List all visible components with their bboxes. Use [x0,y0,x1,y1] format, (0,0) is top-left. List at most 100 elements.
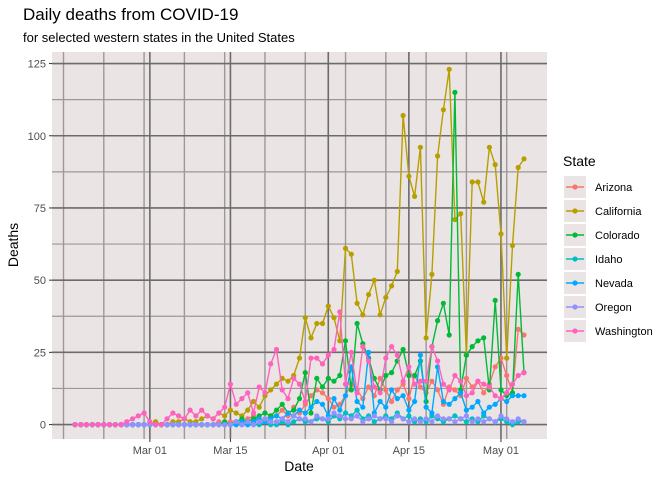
data-point-nevada [475,398,481,405]
data-point-colorado [273,407,280,413]
data-point-nevada [515,393,521,399]
data-point-nevada [412,398,418,405]
data-point-nevada [377,398,383,405]
legend-key-point-idaho [572,256,578,262]
data-point-colorado [262,410,268,416]
data-point-oregon [193,422,199,428]
data-point-california [342,245,349,251]
data-point-california [504,355,510,361]
data-point-arizona [481,390,487,396]
data-point-colorado [515,271,521,277]
data-point-nevada [308,404,314,410]
data-point-washington [279,387,285,393]
data-point-washington [158,422,164,428]
data-point-california [325,303,331,309]
data-point-washington [314,355,320,361]
data-point-california [481,199,487,205]
y-tick-label: 75 [34,203,46,215]
data-point-oregon [135,422,141,428]
data-point-nevada [273,413,280,419]
data-point-washington [348,349,354,355]
data-point-california [394,268,400,275]
data-point-oregon [486,416,492,422]
legend-label-california: California [595,206,642,218]
data-point-oregon [446,416,452,422]
data-point-washington [95,422,101,428]
data-point-washington [199,407,205,413]
data-point-washington [481,381,487,387]
data-point-oregon [308,419,314,425]
data-point-washington [325,352,331,358]
y-tick-label: 100 [28,131,46,143]
data-point-oregon [216,422,222,428]
data-point-california [377,312,383,318]
data-point-washington [452,372,458,379]
data-point-oregon [354,413,360,419]
data-point-colorado [337,372,343,379]
data-point-colorado [400,346,406,353]
data-point-washington [83,422,90,428]
data-point-arizona [360,396,366,402]
data-point-washington [435,358,441,364]
data-point-arizona [325,396,331,402]
data-point-oregon [360,419,366,425]
y-tick-label: 125 [28,59,46,71]
data-point-washington [429,344,435,350]
data-point-nevada [429,410,435,416]
data-point-oregon [325,416,331,422]
data-point-colorado [348,387,354,393]
data-point-california [366,292,372,298]
data-point-oregon [469,419,475,425]
data-point-washington [268,361,274,367]
data-point-washington [492,393,498,399]
data-point-washington [135,413,141,419]
data-point-california [233,410,239,416]
data-point-colorado [492,297,498,303]
data-point-oregon [498,413,504,419]
data-point-oregon [296,416,303,422]
chart-subtitle: for selected western states in the Unite… [23,30,295,45]
data-point-washington [498,396,504,402]
data-point-oregon [400,416,406,422]
data-point-oregon [273,419,280,425]
data-point-california [417,144,423,150]
data-point-nevada [296,407,303,413]
data-point-washington [521,370,527,376]
x-tick-label: Apr 15 [393,445,425,457]
legend: State Arizona California Colorado Idaho Neva… [563,153,653,342]
data-point-nevada [360,404,366,410]
data-point-california [227,407,233,413]
data-point-nevada [452,396,458,402]
data-point-washington [239,396,245,402]
data-point-nevada [406,407,412,413]
data-point-washington [227,381,233,387]
data-point-arizona [377,375,383,381]
data-point-california [492,162,498,168]
data-point-california [285,378,291,384]
y-tick-label: 50 [34,275,46,287]
data-point-california [383,294,389,301]
data-point-oregon [314,413,320,419]
data-point-washington [285,396,291,402]
legend-key-point-california [572,208,578,214]
data-point-california [250,398,257,405]
data-point-oregon [406,419,412,425]
data-point-oregon [181,422,187,428]
y-tick-label: 25 [34,347,46,359]
data-point-oregon [452,419,458,425]
data-point-arizona [279,407,285,413]
data-point-colorado [481,335,487,341]
data-point-washington [331,346,337,353]
data-point-washington [256,384,262,390]
data-point-washington [107,422,113,428]
data-point-idaho [463,419,469,425]
data-point-arizona [469,384,475,390]
data-point-washington [222,404,228,410]
data-point-arizona [308,393,314,399]
legend-label-nevada: Nevada [595,278,634,290]
data-point-washington [446,387,452,393]
data-point-california [319,320,326,327]
data-point-nevada [354,398,360,405]
data-point-washington [423,378,429,384]
data-point-arizona [406,396,412,402]
